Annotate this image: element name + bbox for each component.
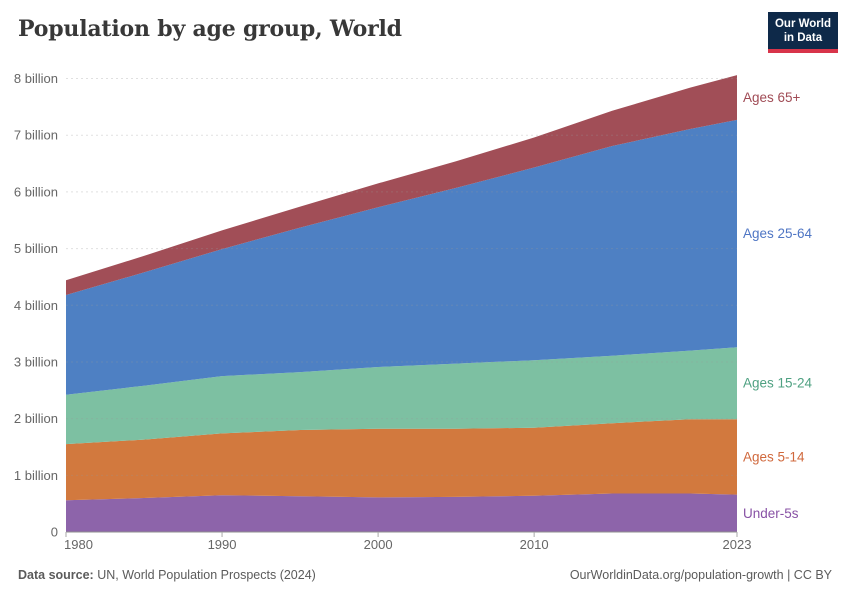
y-axis-label-7-billion: 7 billion [14, 128, 58, 143]
series-label-ages-15-24[interactable]: Ages 15-24 [743, 376, 813, 391]
area-under-5s[interactable] [66, 493, 737, 533]
series-label-ages-65[interactable]: Ages 65+ [743, 90, 801, 105]
chart-footer: Data source: UN, World Population Prospe… [18, 568, 832, 582]
x-axis-label-2010: 2010 [520, 537, 549, 552]
y-axis-label-4-billion: 4 billion [14, 298, 58, 313]
x-axis-label-2023: 2023 [723, 537, 752, 552]
y-axis-label-8-billion: 8 billion [14, 71, 58, 86]
data-source-text: UN, World Population Prospects (2024) [93, 568, 316, 582]
y-axis-label-5-billion: 5 billion [14, 241, 58, 256]
series-label-ages-25-64[interactable]: Ages 25-64 [743, 226, 813, 241]
owid-logo-line2: in Data [783, 32, 823, 44]
area-ages-5-14[interactable] [66, 419, 737, 501]
y-axis-label-2-billion: 2 billion [14, 411, 58, 426]
x-axis-label-2000: 2000 [364, 537, 393, 552]
series-label-ages-5-14[interactable]: Ages 5-14 [743, 449, 805, 464]
y-axis-label-0: 0 [51, 525, 58, 540]
data-source-label: Data source: [18, 568, 94, 582]
owid-logo[interactable]: Our World in Data [767, 12, 838, 53]
y-axis-label-3-billion: 3 billion [14, 354, 58, 369]
page-title: Population by age group, World [18, 16, 402, 42]
data-source-note: Data source: UN, World Population Prospe… [18, 568, 316, 582]
x-axis-label-1980: 1980 [64, 537, 93, 552]
x-axis-label-1990: 1990 [208, 537, 237, 552]
owid-logo-line1: Our World [774, 18, 831, 30]
area-ages-65[interactable] [66, 75, 737, 295]
credit-link[interactable]: OurWorldinData.org/population-growth | C… [569, 568, 832, 582]
area-ages-15-24[interactable] [66, 347, 737, 445]
series-label-under-5s[interactable]: Under-5s [743, 506, 799, 521]
area-ages-25-64[interactable] [66, 119, 737, 395]
y-axis-label-1-billion: 1 billion [14, 468, 58, 483]
y-axis-label-6-billion: 6 billion [14, 184, 58, 199]
